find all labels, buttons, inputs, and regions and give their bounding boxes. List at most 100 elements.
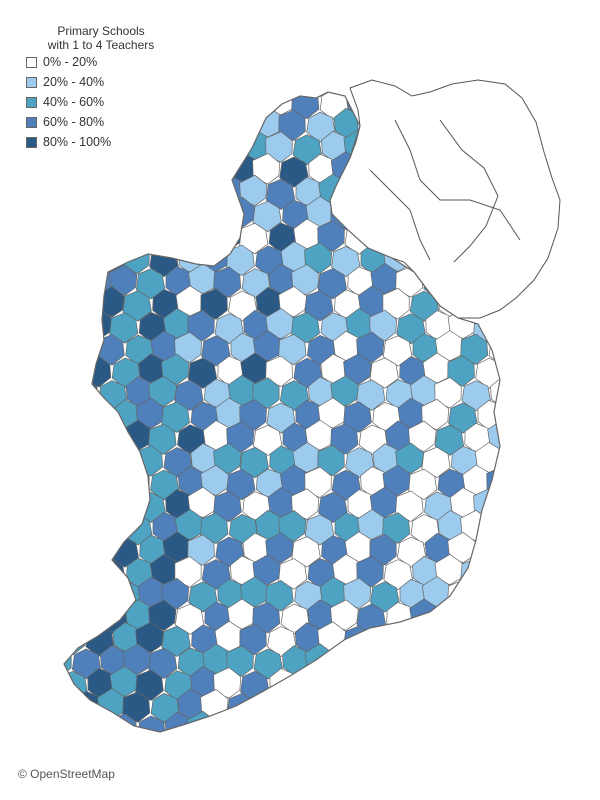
electoral-division[interactable]	[58, 399, 85, 431]
electoral-division[interactable]	[58, 223, 87, 255]
electoral-division[interactable]	[200, 512, 229, 545]
electoral-division[interactable]	[213, 490, 242, 523]
electoral-division[interactable]	[71, 106, 101, 138]
electoral-division[interactable]	[70, 602, 99, 634]
electoral-division[interactable]	[72, 509, 102, 541]
electoral-division[interactable]	[135, 220, 163, 253]
electoral-division[interactable]	[58, 623, 85, 656]
electoral-division[interactable]	[214, 313, 244, 345]
electoral-division[interactable]	[369, 357, 399, 389]
electoral-division[interactable]	[87, 445, 115, 476]
electoral-division[interactable]	[174, 556, 202, 588]
electoral-division[interactable]	[96, 63, 126, 94]
electoral-division[interactable]	[304, 466, 332, 499]
electoral-division[interactable]	[343, 625, 373, 657]
electoral-division[interactable]	[49, 332, 76, 364]
electoral-division[interactable]	[252, 377, 280, 409]
electoral-division[interactable]	[396, 313, 426, 345]
electoral-division[interactable]	[373, 624, 401, 656]
electoral-division[interactable]	[461, 380, 492, 412]
electoral-division[interactable]	[214, 90, 244, 121]
electoral-division[interactable]	[187, 357, 218, 389]
electoral-division[interactable]	[369, 710, 399, 741]
electoral-division[interactable]	[356, 331, 385, 363]
electoral-division[interactable]	[84, 179, 114, 211]
electoral-division[interactable]	[345, 447, 375, 479]
electoral-division[interactable]	[84, 402, 115, 434]
electoral-division[interactable]	[74, 468, 102, 499]
electoral-division[interactable]	[187, 133, 217, 165]
electoral-division[interactable]	[434, 601, 462, 633]
electoral-division[interactable]	[384, 643, 414, 675]
electoral-division[interactable]	[83, 532, 112, 564]
electoral-division[interactable]	[228, 290, 258, 322]
electoral-division[interactable]	[148, 423, 177, 455]
electoral-division[interactable]	[70, 153, 98, 185]
electoral-division[interactable]	[100, 199, 128, 231]
electoral-division[interactable]	[397, 536, 427, 568]
electoral-division[interactable]	[74, 690, 102, 722]
electoral-division[interactable]	[227, 68, 257, 99]
electoral-division[interactable]	[113, 176, 141, 208]
electoral-division[interactable]	[163, 85, 193, 116]
electoral-division[interactable]	[278, 109, 306, 141]
electoral-division[interactable]	[213, 715, 243, 746]
electoral-division[interactable]	[161, 577, 189, 610]
electoral-division[interactable]	[216, 133, 245, 164]
electoral-division[interactable]	[330, 423, 359, 455]
electoral-division[interactable]	[382, 287, 410, 320]
electoral-division[interactable]	[122, 691, 151, 723]
electoral-division[interactable]	[343, 577, 372, 609]
electoral-division[interactable]	[421, 670, 452, 702]
electoral-division[interactable]	[486, 514, 516, 546]
electoral-division[interactable]	[253, 424, 283, 456]
electoral-division[interactable]	[434, 377, 462, 409]
electoral-division[interactable]	[239, 174, 268, 207]
electoral-division[interactable]	[278, 62, 308, 94]
electoral-division[interactable]	[473, 536, 502, 568]
electoral-division[interactable]	[252, 152, 280, 185]
electoral-division[interactable]	[447, 355, 475, 387]
electoral-division[interactable]	[110, 218, 141, 250]
electoral-division[interactable]	[59, 352, 88, 384]
electoral-division[interactable]	[126, 153, 154, 184]
electoral-division[interactable]	[46, 68, 76, 99]
electoral-division[interactable]	[489, 558, 518, 590]
electoral-division[interactable]	[174, 379, 204, 411]
electoral-division[interactable]	[267, 626, 297, 658]
electoral-division[interactable]	[201, 335, 231, 367]
electoral-division[interactable]	[151, 107, 180, 139]
electoral-division[interactable]	[343, 401, 372, 433]
electoral-division[interactable]	[438, 691, 466, 723]
electoral-division[interactable]	[317, 444, 345, 477]
electoral-division[interactable]	[424, 714, 453, 745]
electoral-division[interactable]	[70, 554, 100, 586]
electoral-division[interactable]	[109, 312, 139, 344]
electoral-division[interactable]	[189, 178, 219, 210]
electoral-division[interactable]	[421, 398, 450, 431]
electoral-division[interactable]	[123, 195, 153, 227]
electoral-division[interactable]	[369, 534, 397, 566]
electoral-division[interactable]	[60, 268, 89, 299]
electoral-division[interactable]	[372, 666, 401, 697]
electoral-division[interactable]	[421, 446, 451, 479]
electoral-division[interactable]	[486, 643, 516, 675]
electoral-division[interactable]	[253, 648, 283, 680]
electoral-division[interactable]	[161, 177, 190, 209]
electoral-division[interactable]	[174, 331, 203, 364]
electoral-division[interactable]	[70, 330, 100, 362]
electoral-division[interactable]	[213, 266, 242, 298]
electoral-division[interactable]	[45, 421, 73, 453]
electoral-division[interactable]	[499, 397, 529, 429]
electoral-division[interactable]	[317, 268, 347, 300]
electoral-division[interactable]	[176, 201, 206, 233]
electoral-division[interactable]	[226, 469, 256, 501]
electoral-division[interactable]	[265, 355, 293, 388]
electoral-division[interactable]	[191, 220, 219, 251]
electoral-division[interactable]	[382, 335, 413, 367]
electoral-division[interactable]	[447, 579, 476, 612]
electoral-division[interactable]	[279, 156, 309, 188]
electoral-division[interactable]	[256, 691, 284, 722]
electoral-division[interactable]	[174, 603, 205, 635]
electoral-division[interactable]	[408, 692, 438, 725]
